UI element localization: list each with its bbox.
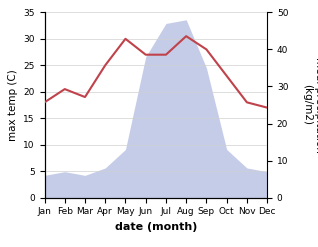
- Y-axis label: med. precipitation
(kg/m2): med. precipitation (kg/m2): [302, 57, 318, 153]
- X-axis label: date (month): date (month): [114, 222, 197, 232]
- Y-axis label: max temp (C): max temp (C): [8, 69, 18, 141]
